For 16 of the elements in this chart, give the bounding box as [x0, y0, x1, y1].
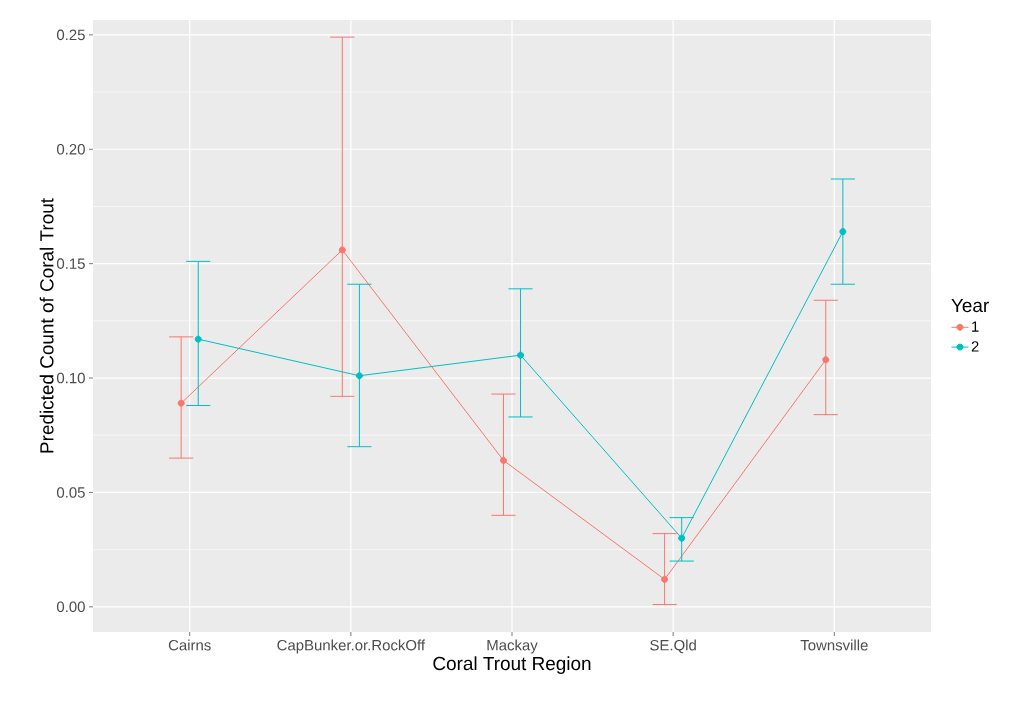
- y-tick-label: 0.10: [56, 372, 85, 384]
- y-tick-label: 0.00: [56, 601, 85, 613]
- x-axis-title: Coral Trout Region: [433, 656, 591, 674]
- y-axis-title: Predicted Count of Coral Trout: [39, 198, 54, 453]
- legend-label: 2: [971, 341, 979, 352]
- y-tick-label: 0.15: [56, 258, 85, 269]
- y-tick-label: 0.20: [56, 143, 85, 155]
- y-tick-label: 0.05: [56, 487, 85, 498]
- legend-label: 1: [972, 321, 979, 332]
- x-tick-label: CapBunker.or.RockOff: [277, 639, 426, 654]
- legend-title: Year: [951, 298, 989, 313]
- y-tick-label: 0.25: [56, 29, 85, 41]
- x-tick-label: SE.Qld: [650, 639, 696, 654]
- x-tick-label: Mackay: [487, 639, 538, 654]
- x-tick-label: Cairns: [168, 639, 211, 651]
- x-tick-label: Townsville: [800, 639, 868, 651]
